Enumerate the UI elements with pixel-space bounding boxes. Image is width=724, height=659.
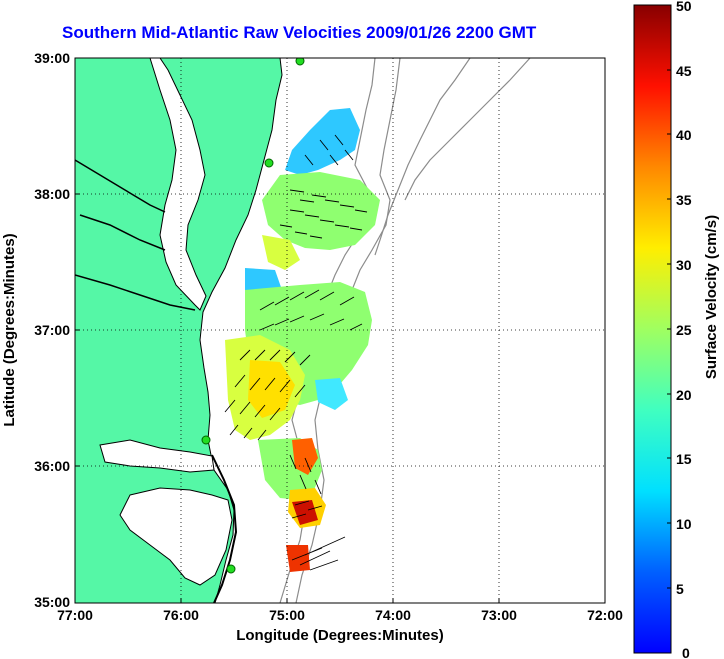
outer-banks [211, 454, 238, 603]
y-tick-label: 37:00 [34, 322, 70, 338]
x-tick-label: 72:00 [587, 607, 623, 623]
colorbar-label: Surface Velocity (cm/s) [703, 215, 720, 379]
colorbar-tick-label: 45 [676, 63, 692, 79]
colorbar-tick-label: 0 [682, 645, 690, 659]
colorbar-tick-label: 30 [676, 257, 692, 273]
rappahannock-river [79, 214, 166, 251]
albemarle-sound [99, 439, 215, 473]
chesapeake-bay [149, 58, 207, 311]
colorbar-tick-label: 35 [676, 192, 692, 208]
x-tick-label: 74:00 [375, 607, 411, 623]
y-tick-label: 35:00 [34, 594, 70, 610]
colorbar-tick-label: 40 [676, 127, 692, 143]
land-mass [75, 58, 283, 603]
colorbar-tick-label: 20 [676, 387, 692, 403]
y-tick-label: 38:00 [34, 186, 70, 202]
colorbar-tick-label: 5 [676, 581, 684, 597]
colorbar-tick-label: 50 [676, 0, 692, 14]
y-axis-label: Latitude (Degrees:Minutes) [1, 233, 18, 426]
y-tick-label: 36:00 [34, 458, 70, 474]
colorbar-tick-label: 25 [676, 322, 692, 338]
station-markers [201, 58, 305, 574]
y-tick-label: 39:00 [34, 50, 70, 66]
grid-lines [75, 58, 605, 603]
x-tick-label: 73:00 [481, 607, 517, 623]
velocity-vectors [224, 134, 368, 571]
colorbar [633, 4, 672, 654]
potomac-river [75, 159, 166, 213]
colorbar-ticks [667, 4, 671, 589]
x-axis-label: Longitude (Degrees:Minutes) [236, 627, 444, 644]
x-tick-label: 75:00 [269, 607, 305, 623]
james-river [75, 274, 196, 311]
x-tick-label: 76:00 [163, 607, 199, 623]
tick-marks [74, 57, 606, 604]
colorbar-tick-label: 15 [676, 451, 692, 467]
colorbar-tick-label: 10 [676, 516, 692, 532]
x-tick-label: 77:00 [57, 607, 93, 623]
figure-title: Southern Mid-Atlantic Raw Velocities 200… [62, 23, 537, 42]
pamlico-sound [119, 487, 233, 586]
